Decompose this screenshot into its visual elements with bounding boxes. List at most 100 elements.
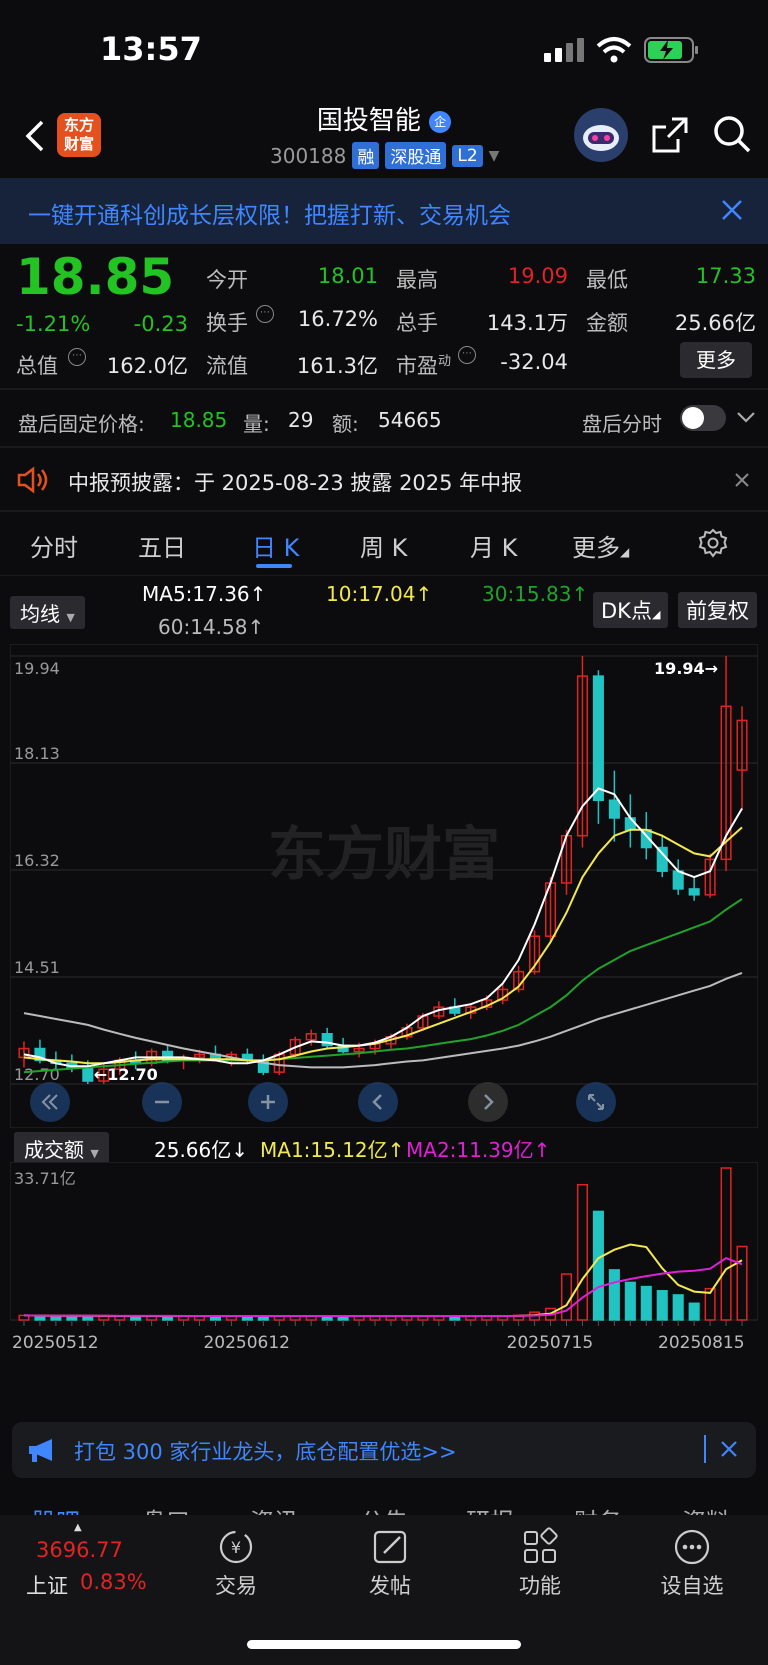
candle-body (82, 1066, 94, 1082)
open-value: 18.01 (317, 264, 378, 288)
x-tick-label: 20250815 (658, 1333, 745, 1353)
y-tick-label: 18.13 (14, 744, 60, 763)
level2-tag: L2 (452, 144, 483, 167)
banner-text[interactable]: 一键开通科创成长层权限！把握打新、交易机会 (28, 203, 511, 229)
amount-value: 25.66亿 (674, 311, 756, 335)
tab-five-day[interactable]: 五日 (138, 534, 186, 562)
ma10-readout: 10:17.04↑ (326, 582, 433, 606)
nav-add-watchlist[interactable]: 设自选 (660, 1574, 724, 1598)
tab-weekly-k[interactable]: 周 K (360, 534, 408, 562)
trade-icon[interactable]: ¥ (216, 1527, 256, 1567)
afterhours-timeshare-label: 盘后分时 (582, 412, 662, 436)
candle-body (592, 675, 604, 801)
afterhours-vol: 29 (288, 408, 314, 432)
volume-bar (656, 1290, 668, 1321)
promo-banner[interactable] (0, 178, 768, 244)
chevron-left-icon (372, 1094, 382, 1110)
fullscreen-button[interactable] (576, 1082, 616, 1122)
more-button[interactable]: 更多 (680, 342, 752, 378)
index-name[interactable]: 上证 (26, 1574, 68, 1598)
zoom-out-button[interactable] (142, 1082, 182, 1122)
candle-body (672, 870, 684, 890)
scroll-left-button[interactable] (358, 1082, 398, 1122)
stock-code: 300188 (270, 143, 347, 168)
info-icon[interactable]: ⋯ (68, 348, 86, 366)
afterhours-amt: 54665 (378, 408, 442, 432)
caret-up-icon: ▲ (74, 1522, 82, 1533)
indicator-select[interactable]: 均线 ▼ (10, 596, 85, 629)
y-tick-label: 16.32 (14, 851, 60, 870)
tab-daily-k[interactable]: 日 K (252, 534, 300, 562)
x-tick-label: 20250612 (203, 1333, 290, 1353)
dk-point-button[interactable]: DK点◢ (593, 592, 669, 628)
index-change[interactable]: 0.83% (80, 1570, 147, 1594)
zoom-in-button[interactable] (248, 1082, 288, 1122)
signal-icon (544, 38, 586, 62)
expand-icon (588, 1094, 604, 1110)
margin-tag: 融 (352, 142, 380, 169)
turnover-label: 换手 (206, 311, 248, 335)
ma30-line (23, 898, 743, 1074)
low-annotation: ←12.70 (94, 1065, 158, 1084)
gear-icon[interactable] (697, 527, 729, 559)
nav-trade[interactable]: 交易 (215, 1574, 257, 1598)
caret-down-icon[interactable]: ▼ (488, 147, 500, 164)
tab-monthly-k[interactable]: 月 K (470, 534, 518, 562)
minus-icon (155, 1100, 169, 1104)
grid-icon[interactable] (520, 1527, 560, 1567)
tab-timeshare[interactable]: 分时 (30, 534, 78, 562)
stock-title: 国投智能 企 (0, 100, 768, 137)
change-amount: -0.23 (133, 312, 188, 336)
mktcap-label: 总值 (16, 354, 58, 378)
close-icon[interactable] (734, 472, 750, 488)
volume-bar (688, 1302, 700, 1321)
search-icon[interactable] (712, 114, 752, 154)
scroll-right-button[interactable] (468, 1082, 508, 1122)
candle-body (688, 888, 700, 896)
divider (704, 1435, 706, 1463)
nav-functions[interactable]: 功能 (519, 1574, 561, 1598)
notice-text[interactable]: 中报预披露：于 2025-08-23 披露 2025 年中报 (68, 471, 523, 495)
more-dots-icon[interactable] (672, 1527, 712, 1567)
connect-tag: 深股通 (385, 142, 447, 169)
pe-value: -32.04 (500, 350, 568, 374)
compose-icon[interactable] (370, 1527, 410, 1567)
adjust-button[interactable]: 前复权 (678, 592, 757, 628)
chevron-down-icon[interactable] (736, 410, 756, 426)
candle-body (162, 1050, 174, 1062)
info-icon[interactable]: ⋯ (256, 305, 274, 323)
volume-indicator-select[interactable]: 成交额 ▼ (14, 1132, 109, 1165)
change-percent: -1.21% (16, 312, 91, 336)
chevron-right-icon (484, 1094, 494, 1110)
amount-label: 金额 (586, 311, 628, 335)
tab-more[interactable]: 更多◢ (572, 534, 630, 562)
chart-frame (10, 644, 758, 1128)
kline-chart[interactable]: 19.9418.1316.3214.5112.70东方财富19.94→←12.7… (10, 644, 758, 1128)
index-value[interactable]: 3696.77 (36, 1538, 123, 1562)
volume-chart[interactable]: 33.71亿 20250512 20250612 20250715 20250815 (10, 1162, 758, 1358)
stock-subtitle: 300188 融 深股通 L2 ▼ (270, 142, 499, 169)
scroll-start-button[interactable] (30, 1082, 70, 1122)
watermark-logo: 东方财富 (268, 820, 500, 888)
close-icon[interactable] (720, 198, 744, 222)
candle-body (193, 1053, 206, 1059)
stock-name: 国投智能 (316, 106, 421, 136)
promo-text[interactable]: 打包 300 家行业龙头，底仓配置优选>> (74, 1440, 457, 1464)
back-button[interactable] (20, 116, 50, 156)
low-label: 最低 (586, 268, 628, 292)
low-value: 17.33 (695, 264, 756, 288)
info-icon[interactable]: ⋯ (458, 346, 476, 364)
last-price: 18.85 (16, 248, 175, 306)
candle-body (624, 817, 636, 831)
share-icon[interactable] (650, 115, 690, 155)
robot-assistant-icon[interactable] (574, 108, 628, 162)
high-annotation: 19.94→ (654, 659, 718, 678)
high-value: 19.09 (507, 264, 568, 288)
ma5-line (23, 787, 743, 1068)
close-icon[interactable] (720, 1440, 738, 1458)
high-label: 最高 (396, 268, 438, 292)
promo-strip[interactable] (12, 1422, 756, 1478)
candle-body (98, 1068, 110, 1082)
candle-body (576, 675, 588, 837)
nav-post[interactable]: 发帖 (369, 1574, 411, 1598)
